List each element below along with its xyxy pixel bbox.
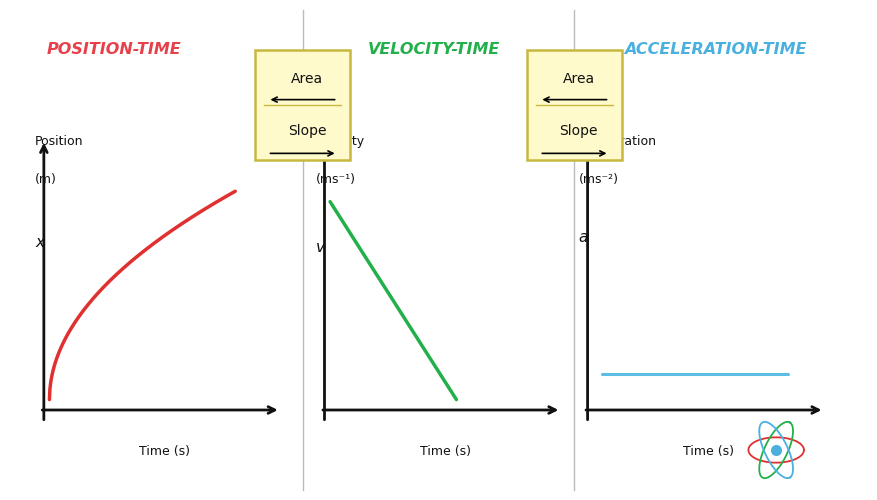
Text: (ms⁻²): (ms⁻²)	[579, 172, 619, 186]
Text: Velocity: Velocity	[316, 135, 365, 148]
Text: Area: Area	[563, 72, 595, 86]
Text: POSITION-TIME: POSITION-TIME	[46, 42, 182, 58]
Text: Area: Area	[291, 72, 323, 86]
Text: Time (s): Time (s)	[419, 445, 471, 458]
Text: (ms⁻¹): (ms⁻¹)	[316, 172, 356, 186]
Text: VELOCITY-TIME: VELOCITY-TIME	[368, 42, 500, 58]
Text: Time (s): Time (s)	[139, 445, 190, 458]
Text: ACCELERATION-TIME: ACCELERATION-TIME	[624, 42, 806, 58]
Text: Slope: Slope	[288, 124, 326, 138]
Text: x: x	[35, 235, 44, 250]
Text: Acceleration: Acceleration	[579, 135, 657, 148]
Text: a: a	[579, 230, 588, 245]
Text: Time (s): Time (s)	[682, 445, 734, 458]
Text: v: v	[316, 240, 324, 255]
Text: Position: Position	[35, 135, 83, 148]
Text: Slope: Slope	[560, 124, 598, 138]
Text: (m): (m)	[35, 172, 57, 186]
